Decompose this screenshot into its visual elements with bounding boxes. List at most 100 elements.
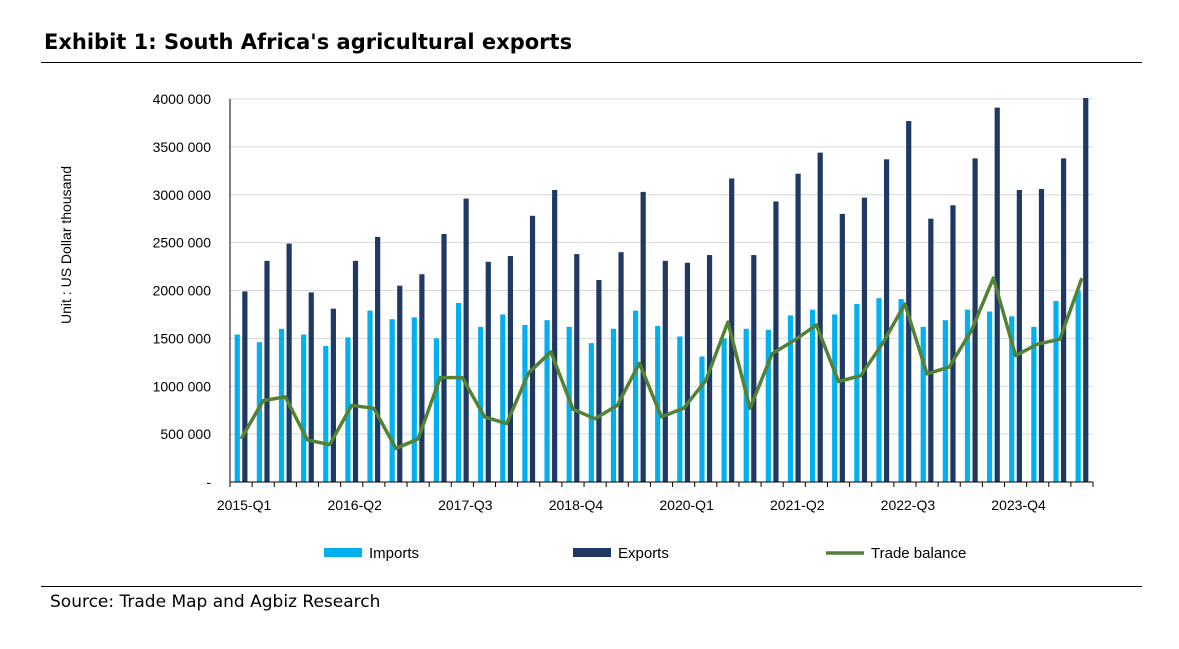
legend-label: Trade balance [871, 545, 966, 562]
bar-imports [920, 326, 926, 482]
y-tick-label: 1000 000 [153, 378, 212, 394]
bar-exports [861, 197, 868, 482]
bar-exports [928, 218, 934, 482]
trade-balance-series [239, 276, 1084, 451]
bar-imports [765, 329, 771, 482]
bar-imports [544, 320, 550, 482]
bar-imports [522, 324, 528, 482]
legend: Imports Exports Trade balance [324, 545, 966, 562]
bar-exports [529, 215, 536, 482]
bar-imports [832, 314, 838, 482]
bar-imports [588, 343, 594, 482]
bar-imports [854, 303, 860, 482]
bar-exports [1038, 189, 1045, 482]
bar-exports [419, 274, 425, 482]
bar-imports [1031, 326, 1037, 482]
bar-imports [455, 302, 462, 482]
legend-label: Imports [369, 545, 419, 562]
bar-exports [596, 279, 602, 482]
bar-exports [463, 198, 469, 482]
bar-imports [278, 328, 285, 482]
bar-exports [773, 201, 779, 482]
legend-swatch [573, 548, 611, 557]
y-axis-ticks: - 500 000 1000 000 1500 000 2000 000 2500 000… [153, 91, 212, 490]
bar-imports [478, 326, 484, 482]
y-tick-label: 2000 000 [153, 283, 212, 299]
bar-imports [898, 299, 904, 482]
chart-title: Exhibit 1: South Africa's agricultural e… [44, 30, 573, 54]
bar-exports [684, 262, 691, 482]
bar-exports [242, 291, 248, 482]
bar-imports [411, 317, 417, 482]
bar-exports [662, 260, 668, 482]
legend-swatch [324, 548, 362, 557]
bar-exports [375, 236, 381, 482]
bar-exports [507, 256, 514, 482]
source-rule [41, 586, 1142, 587]
bar-exports [906, 121, 912, 483]
y-tick-label: 2500 000 [153, 235, 212, 251]
bar-imports [987, 311, 993, 482]
y-tick-label: 3500 000 [153, 139, 212, 155]
bar-exports [574, 254, 580, 482]
x-tick-label: 2017-Q3 [438, 497, 493, 513]
trade-balance-line [239, 276, 1084, 451]
x-tick-label: 2018-Q4 [549, 497, 604, 513]
axes [229, 99, 1094, 487]
bar-imports [433, 338, 440, 482]
bar-exports [795, 173, 801, 482]
bar-exports [751, 255, 757, 482]
bar-imports [566, 326, 572, 482]
legend-item: Trade balance [826, 545, 966, 562]
bars [234, 98, 1089, 483]
bar-exports [640, 191, 646, 482]
chart-area: - 500 000 1000 000 1500 000 2000 000 2500 000… [58, 91, 1094, 562]
bar-exports [1083, 98, 1089, 482]
bar-imports [323, 346, 329, 482]
bar-imports [1053, 301, 1059, 482]
x-tick-label: 2020-Q1 [659, 497, 714, 513]
bar-exports [817, 152, 823, 482]
y-tick-label: 4000 000 [153, 91, 212, 107]
bar-exports [330, 308, 336, 482]
bar-imports [876, 298, 882, 482]
bar-exports [352, 260, 359, 482]
y-tick-label: 500 000 [160, 426, 211, 442]
bar-imports [610, 328, 617, 482]
bar-exports [1016, 189, 1022, 482]
y-axis-label: Unit : US Dollar thousand [58, 166, 74, 324]
bar-exports [950, 205, 956, 482]
bar-imports [1075, 290, 1081, 482]
bar-imports [256, 342, 262, 482]
x-tick-label: 2022-Q3 [881, 497, 936, 513]
y-tick-label: 3000 000 [153, 187, 212, 203]
bar-imports [743, 328, 749, 482]
bar-exports [286, 243, 292, 482]
bar-exports [441, 234, 447, 482]
bar-exports [839, 213, 845, 482]
bar-exports [308, 292, 314, 482]
source-note: Source: Trade Map and Agbiz Research [50, 592, 381, 612]
title-rule [41, 62, 1142, 63]
bar-imports [787, 315, 794, 482]
bar-exports [264, 260, 270, 482]
bar-exports [552, 189, 558, 482]
x-tick-label: 2021-Q2 [770, 497, 825, 513]
bar-imports [721, 338, 727, 482]
bar-imports [942, 320, 948, 482]
bar-imports [301, 334, 307, 482]
x-tick-label: 2016-Q2 [327, 497, 382, 513]
x-tick-label: 2023-Q4 [991, 497, 1046, 513]
bar-imports [389, 319, 395, 482]
bar-imports [1009, 316, 1015, 482]
bar-imports [632, 310, 639, 482]
bar-imports [367, 310, 373, 482]
legend-label: Exports [618, 545, 669, 562]
bar-imports [699, 356, 705, 482]
bar-imports [234, 334, 240, 482]
x-axis-ticks: 2015-Q1 2016-Q2 2017-Q3 2018-Q4 2020-Q1 2021-… [217, 497, 1046, 513]
bar-exports [397, 285, 403, 482]
bar-exports [485, 261, 491, 482]
bar-exports [1061, 158, 1067, 483]
bar-exports [618, 252, 624, 482]
